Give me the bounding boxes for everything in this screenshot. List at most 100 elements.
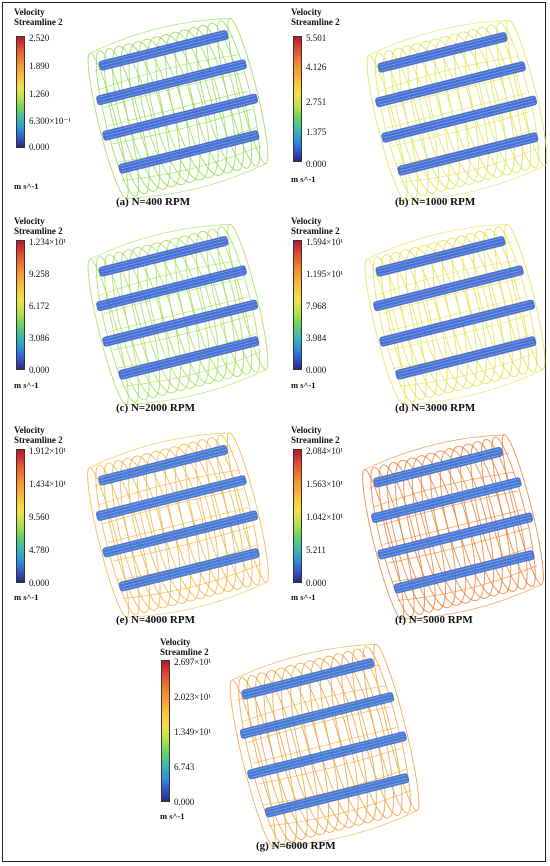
streamline-drum [87, 223, 269, 405]
blade-streak [100, 237, 226, 270]
legend-title-line2: Streamline 2 [291, 435, 340, 445]
legend-title-line1: Velocity [291, 7, 322, 17]
streamline-path [378, 490, 519, 527]
blade-streak [377, 237, 503, 270]
tick-label: 0.000 [306, 159, 327, 169]
blade-streak [242, 696, 392, 735]
streamline-path [89, 224, 230, 260]
blade-streak [243, 659, 372, 693]
blade-streak [267, 780, 408, 816]
drum-group [364, 223, 546, 405]
streamline-path [126, 581, 267, 618]
streamline-path [364, 434, 505, 471]
panel-c: Velocity Streamline 2 1.234×10¹ 9.258 6.… [0, 212, 275, 422]
streamline-path [391, 110, 532, 147]
streamline-path [108, 296, 248, 333]
legend-title: Velocity Streamline 2 [14, 216, 63, 236]
blade-streak [100, 449, 226, 482]
blade-streak [378, 243, 504, 276]
legend-title-line1: Velocity [291, 425, 322, 435]
blade-streak [101, 452, 227, 484]
blade-streak [250, 738, 406, 778]
blade-streak [101, 34, 226, 67]
blade-streak [241, 693, 392, 732]
blade-streak [105, 306, 257, 346]
panel-a: Velocity Streamline 2 2.520 1.890 1.260 … [0, 0, 275, 215]
tick-label: 6.172 [29, 301, 50, 311]
blade-streak [374, 266, 521, 304]
blade-streak [101, 243, 227, 276]
streamline-path [401, 583, 542, 620]
panel-caption: (c) N=2000 RPM [116, 402, 195, 414]
unit-label: m s^-1 [291, 592, 316, 602]
tick-label: 1.890 [29, 61, 50, 71]
legend-title-line1: Velocity [14, 425, 45, 435]
blade-streak [379, 514, 530, 553]
blade-streak [379, 33, 505, 66]
streamline-path [89, 432, 230, 469]
streamline-path [247, 706, 392, 743]
legend-title-line2: Streamline 2 [14, 226, 63, 236]
blade-streak [382, 306, 534, 346]
blade-streak [380, 36, 505, 69]
streamline-path [380, 278, 521, 315]
blade-streak [248, 732, 404, 772]
tick-label: 1.375 [306, 127, 327, 137]
colorbar [293, 240, 302, 370]
blade-streak [101, 240, 226, 273]
streamline-path [368, 20, 509, 56]
legend-title-line1: Velocity [291, 216, 322, 226]
colorbar [293, 449, 302, 583]
tick-label: 2.084×10¹ [306, 446, 344, 456]
tick-label: 1.594×10¹ [306, 237, 344, 247]
blade-streak [383, 100, 535, 139]
blade-streak [121, 137, 258, 173]
tick-label: 2.520 [29, 33, 50, 43]
blade-streak [380, 39, 506, 72]
streamline-path [400, 147, 541, 183]
drum-group [366, 19, 548, 201]
blade-streak [99, 66, 246, 104]
streamline-path [112, 108, 253, 145]
blade-streak [400, 139, 537, 175]
blade-streak [377, 65, 524, 103]
legend-title-line1: Velocity [160, 637, 191, 647]
tick-label: 2.023×10¹ [174, 692, 212, 702]
blade-streak [120, 134, 257, 170]
blade-streak [98, 479, 245, 517]
tick-label: 1.234×10¹ [29, 237, 67, 247]
blade-streak [121, 552, 258, 588]
streamline-drum [362, 434, 544, 620]
blade-streak [266, 774, 406, 811]
blade-streak [397, 340, 534, 376]
drum-group [87, 432, 269, 618]
streamline-drum [87, 17, 269, 199]
streamline-path [382, 74, 523, 111]
blade-streak [105, 517, 257, 556]
streamline-path [377, 56, 518, 92]
streamline-path [389, 314, 530, 351]
blade-streak [398, 343, 535, 379]
streamline-path [397, 565, 537, 601]
streamline-path [231, 643, 376, 681]
tick-label: 1.912×10¹ [29, 446, 67, 456]
streamline-path [112, 525, 253, 562]
tick-label: 0.000 [306, 365, 327, 375]
legend-title-line2: Streamline 2 [14, 17, 63, 27]
blade-streak [97, 60, 244, 98]
unit-label: m s^-1 [14, 181, 39, 191]
panel-d: Velocity Streamline 2 1.594×10¹ 1.195×10… [275, 212, 550, 422]
streamline-path [112, 314, 253, 351]
streamline-path [375, 260, 516, 296]
panel-caption: (d) N=3000 RPM [395, 402, 476, 414]
streamline-path [385, 296, 525, 333]
streamline-path [121, 145, 262, 181]
blade-streak [380, 519, 532, 558]
blade-streak [104, 95, 255, 134]
panel-e: Velocity Streamline 2 1.912×10¹ 1.434×10… [0, 420, 275, 632]
blade-streak [374, 448, 500, 481]
panel-caption: (a) N=400 RPM [116, 196, 191, 208]
blade-streak [381, 301, 532, 340]
drum-group [362, 434, 544, 620]
blade-streak [101, 37, 227, 70]
